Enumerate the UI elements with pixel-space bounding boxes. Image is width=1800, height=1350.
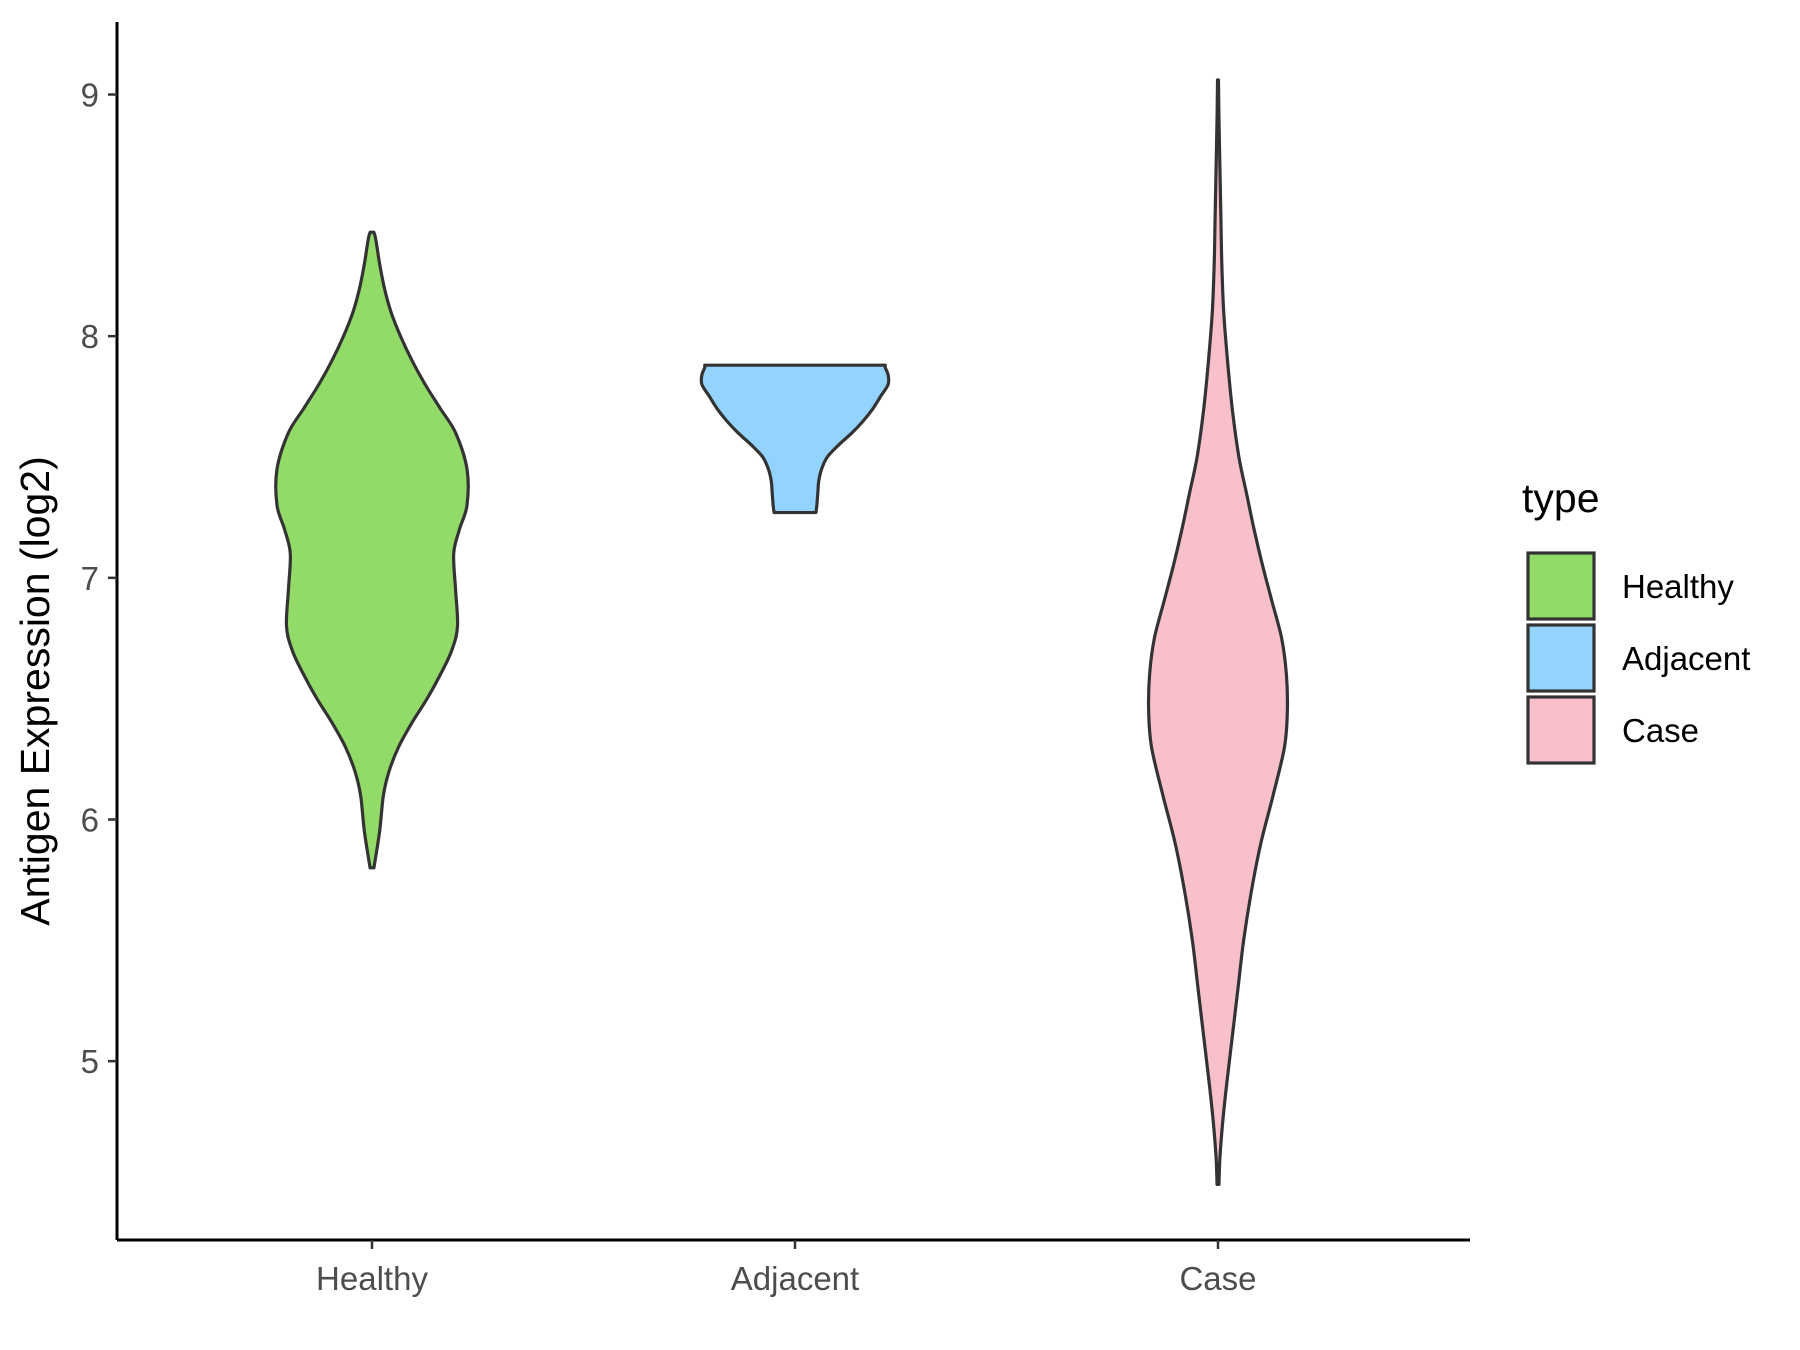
legend-title: type: [1522, 475, 1600, 521]
legend-label: Adjacent: [1622, 640, 1750, 677]
y-tick-label: 5: [81, 1043, 99, 1080]
legend-key-healthy: [1526, 551, 1596, 621]
y-tick-label: 8: [81, 318, 99, 355]
x-tick-label: Case: [1179, 1260, 1256, 1297]
x-tick-label: Adjacent: [731, 1260, 859, 1297]
legend-label: Healthy: [1622, 568, 1734, 605]
violin-adjacent: [699, 363, 891, 515]
legend-key-case: [1526, 695, 1596, 765]
legend-key-adjacent: [1526, 623, 1596, 693]
legend-label: Case: [1622, 712, 1699, 749]
y-tick-label: 9: [81, 77, 99, 114]
y-axis-title: Antigen Expression (log2): [12, 456, 58, 925]
violins-layer: [274, 78, 1290, 1187]
legend: type Healthy Adjacent Case: [1522, 475, 1750, 765]
violin-case: [1146, 78, 1290, 1187]
x-ticks: Healthy Adjacent Case: [316, 1240, 1257, 1297]
x-tick-label: Healthy: [316, 1260, 428, 1297]
y-ticks: 5 6 7 8 9: [81, 77, 117, 1080]
violin-healthy: [274, 230, 470, 870]
y-tick-label: 7: [81, 560, 99, 597]
y-tick-label: 6: [81, 802, 99, 839]
legend-items: Healthy Adjacent Case: [1526, 551, 1750, 765]
